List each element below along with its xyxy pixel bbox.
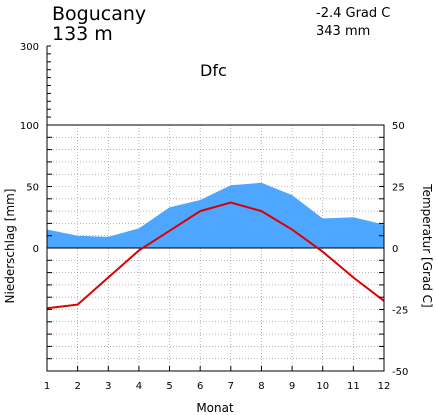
x-axis-tick-label: 1 — [44, 381, 50, 392]
x-axis-tick-label: 6 — [197, 381, 203, 392]
upper-axis-tick-label: 300 — [20, 42, 39, 53]
right-axis-tick-label: 25 — [392, 183, 405, 194]
right-axis-tick-label: -50 — [392, 367, 408, 378]
precipitation-area — [47, 182, 384, 248]
x-axis-tick-label: 3 — [105, 381, 111, 392]
station-name: Bogucany — [52, 3, 146, 25]
annual-precipitation: 343 mm — [316, 24, 370, 39]
upper-precipitation-axis: 300 — [20, 42, 51, 126]
x-axis-tick-label: 2 — [74, 381, 80, 392]
left-axis-tick-label: 50 — [26, 183, 39, 194]
x-axis-tick-label: 11 — [347, 381, 360, 392]
x-axis-tick-label: 10 — [316, 381, 329, 392]
right-axis-tick-label: -25 — [392, 306, 408, 317]
x-axis-tick-label: 9 — [289, 381, 295, 392]
y-axis-label: Niederschlag [mm] — [3, 189, 17, 304]
chart-series — [46, 182, 385, 310]
x-axis-tick-label: 8 — [258, 381, 264, 392]
x-axis-tick-label: 12 — [378, 381, 391, 392]
left-axis-tick-label: 100 — [20, 121, 39, 132]
right-axis-tick-label: 50 — [392, 121, 405, 132]
left-axis-tick-label: 0 — [33, 244, 39, 255]
x-axis-tick-label: 5 — [166, 381, 172, 392]
y2-axis-label: Temperatur [Grad C] — [420, 183, 434, 307]
station-elevation: 133 m — [52, 23, 113, 45]
x-axis-tick-label: 4 — [136, 381, 142, 392]
x-axis-tick-label: 7 — [228, 381, 234, 392]
annual-temperature: -2.4 Grad C — [316, 6, 390, 21]
x-axis-label: Monat — [196, 401, 234, 415]
temperature-line — [46, 201, 385, 310]
right-axis-tick-label: 0 — [392, 244, 398, 255]
climate-class: Dfc — [200, 61, 227, 80]
